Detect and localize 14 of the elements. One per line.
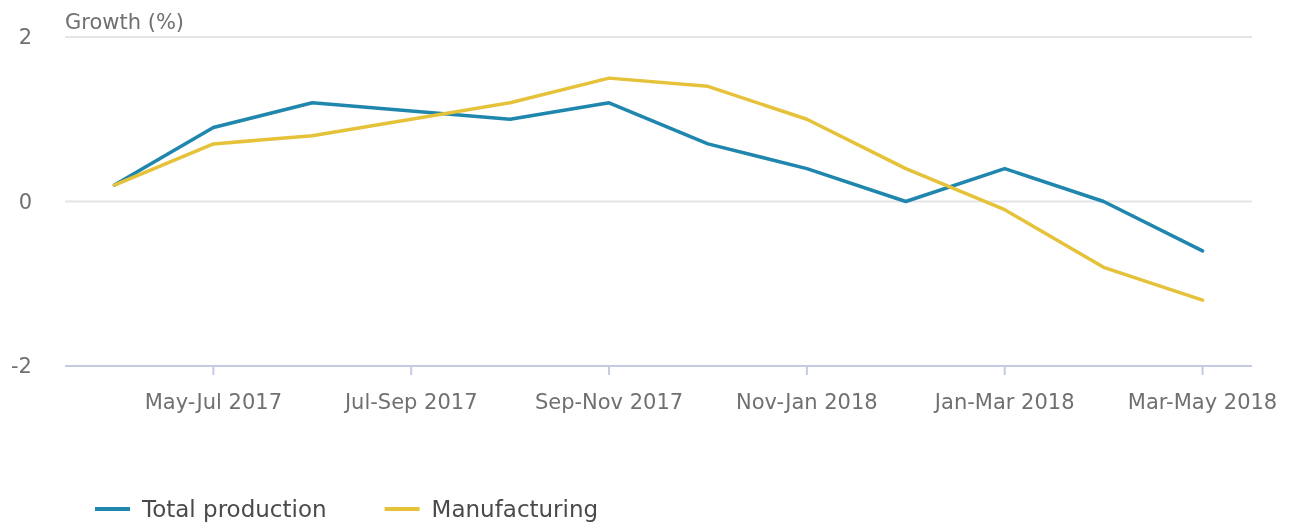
x-tick-label: Nov-Jan 2018: [736, 390, 878, 414]
y-tick-label: 2: [18, 25, 32, 50]
x-tick-label: May-Jul 2017: [144, 390, 282, 414]
x-tick-label: Sep-Nov 2017: [534, 390, 684, 414]
x-tick-label: Jan-Mar 2018: [932, 390, 1075, 414]
line-series: [112, 76, 1205, 302]
y-tick-label: -2: [11, 354, 32, 379]
line-series: [112, 101, 1205, 253]
y-axis-title: Growth (%): [65, 10, 185, 34]
x-tick-label: Mar-May 2018: [1127, 390, 1278, 414]
x-tick-label: Jul-Sep 2017: [342, 390, 478, 414]
y-tick-label: 0: [18, 189, 32, 214]
legend-label: Total production: [141, 496, 327, 523]
legend-label: Manufacturing: [431, 496, 599, 523]
